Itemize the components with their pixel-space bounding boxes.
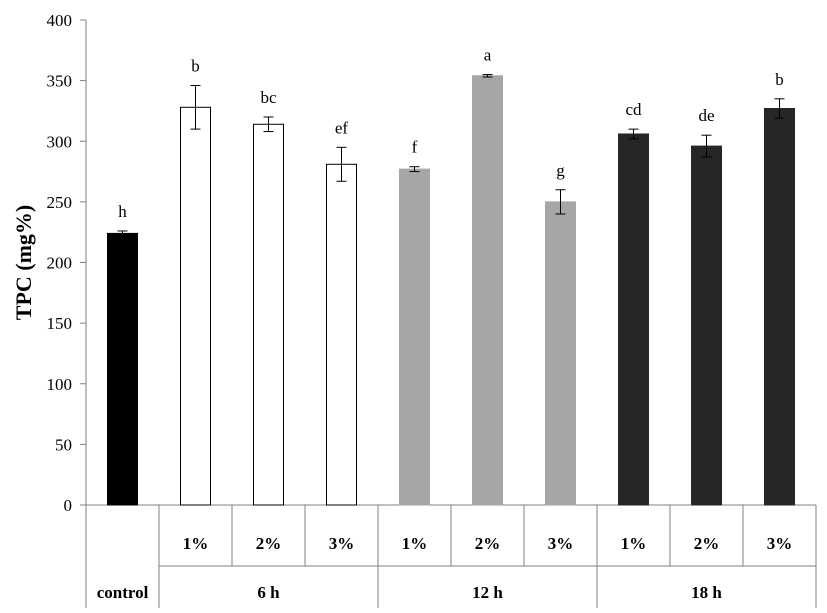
bar	[472, 75, 503, 506]
significance-letter: b	[191, 56, 200, 75]
group-label: control	[97, 583, 149, 602]
y-tick-label: 400	[47, 11, 73, 30]
category-label: 2%	[475, 534, 501, 553]
y-tick-label: 0	[64, 496, 73, 515]
significance-letter: bc	[260, 88, 277, 107]
significance-letter: g	[556, 161, 565, 180]
y-tick-label: 350	[47, 72, 73, 91]
y-tick-label: 100	[47, 375, 73, 394]
bar	[545, 201, 576, 506]
category-label: 3%	[329, 534, 355, 553]
bar	[618, 133, 649, 506]
significance-letter: h	[118, 202, 127, 221]
significance-letter: f	[412, 138, 418, 157]
bar	[326, 163, 357, 506]
significance-letter: a	[484, 46, 492, 65]
category-label: 1%	[402, 534, 428, 553]
group-label: 18 h	[691, 583, 722, 602]
y-tick-label: 150	[47, 314, 73, 333]
y-axis-title: TPC (mg%)	[11, 205, 36, 320]
bar	[253, 123, 284, 506]
category-label: 1%	[621, 534, 647, 553]
category-label: 2%	[256, 534, 282, 553]
y-tick-label: 200	[47, 254, 73, 273]
bar	[107, 232, 138, 506]
bar	[399, 168, 430, 506]
category-label: 3%	[548, 534, 574, 553]
group-label: 12 h	[472, 583, 503, 602]
significance-letter: b	[775, 70, 784, 89]
category-label: 2%	[694, 534, 720, 553]
bar	[691, 145, 722, 506]
y-tick-label: 50	[55, 435, 72, 454]
category-label: 1%	[183, 534, 209, 553]
category-label: 3%	[767, 534, 793, 553]
y-tick-label: 300	[47, 132, 73, 151]
group-label: 6 h	[257, 583, 280, 602]
bar	[180, 106, 211, 506]
bar	[764, 108, 795, 506]
significance-letter: cd	[625, 100, 642, 119]
y-tick-label: 250	[47, 193, 73, 212]
significance-letter: de	[698, 106, 714, 125]
significance-letter: ef	[335, 118, 349, 137]
